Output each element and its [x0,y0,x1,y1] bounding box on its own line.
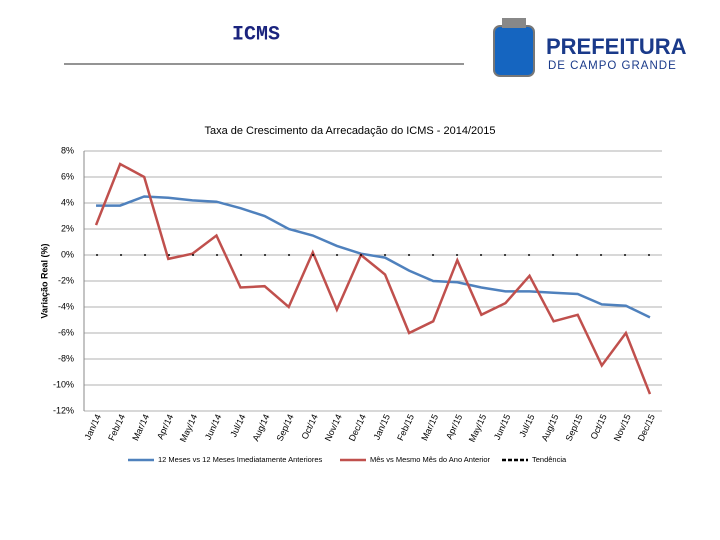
x-tick-label: Dec/14 [347,413,368,443]
x-tick-label: May/15 [467,413,489,444]
x-tick-label: Jan/15 [372,413,392,442]
y-tick-label: -2% [58,275,74,285]
x-tick-label: Jun/15 [492,413,512,442]
x-tick-label: Oct/15 [588,413,608,441]
x-tick-label: Feb/15 [395,413,416,443]
logo-subtitle: DE CAMPO GRANDE [548,60,677,72]
y-axis-label: Variação Real (%) [39,243,49,318]
x-tick-label: May/14 [178,413,200,444]
y-tick-label: -12% [53,405,74,415]
x-tick-label: Jul/15 [517,413,536,439]
x-tick-label: Jul/14 [228,413,247,439]
header-title: ICMS [232,23,280,46]
x-tick-label: Dec/15 [636,413,657,443]
logo-crown [502,18,526,28]
chart-title: Taxa de Crescimento da Arrecadação do IC… [204,125,495,137]
x-tick-label: Sep/15 [564,413,585,443]
y-tick-label: -6% [58,327,74,337]
y-tick-label: 6% [61,171,74,181]
x-tick-label: Mar/14 [130,413,151,443]
x-tick-label: Nov/14 [323,413,344,443]
y-tick-label: 8% [61,145,74,155]
legend-label: 12 Meses vs 12 Meses Imediatamente Anter… [158,455,322,464]
x-tick-label: Nov/15 [612,413,633,443]
x-tick-label: Aug/15 [539,413,560,443]
y-tick-label: 0% [61,249,74,259]
x-tick-label: Jun/14 [203,413,223,442]
x-tick-label: Sep/14 [275,413,296,443]
y-tick-label: 4% [61,197,74,207]
x-tick-label: Aug/14 [250,413,271,443]
x-tick-label: Oct/14 [299,413,319,441]
x-tick-label: Mar/15 [419,413,440,443]
y-tick-label: -8% [58,353,74,363]
y-tick-label: -10% [53,379,74,389]
series-line [96,195,651,319]
logo [493,18,535,77]
y-tick-label: -4% [58,301,74,311]
x-tick-label: Feb/14 [106,413,127,443]
logo-shield [493,25,535,77]
series-line [94,162,652,395]
x-tick-label: Apr/14 [155,413,175,441]
logo-title: PREFEITURA [546,34,687,59]
legend-label: Mês vs Mesmo Mês do Ano Anterior [370,455,491,464]
x-tick-label: Apr/15 [444,413,464,441]
x-tick-label: Jan/14 [83,413,103,442]
legend-label: Tendência [532,455,567,464]
y-tick-label: 2% [61,223,74,233]
